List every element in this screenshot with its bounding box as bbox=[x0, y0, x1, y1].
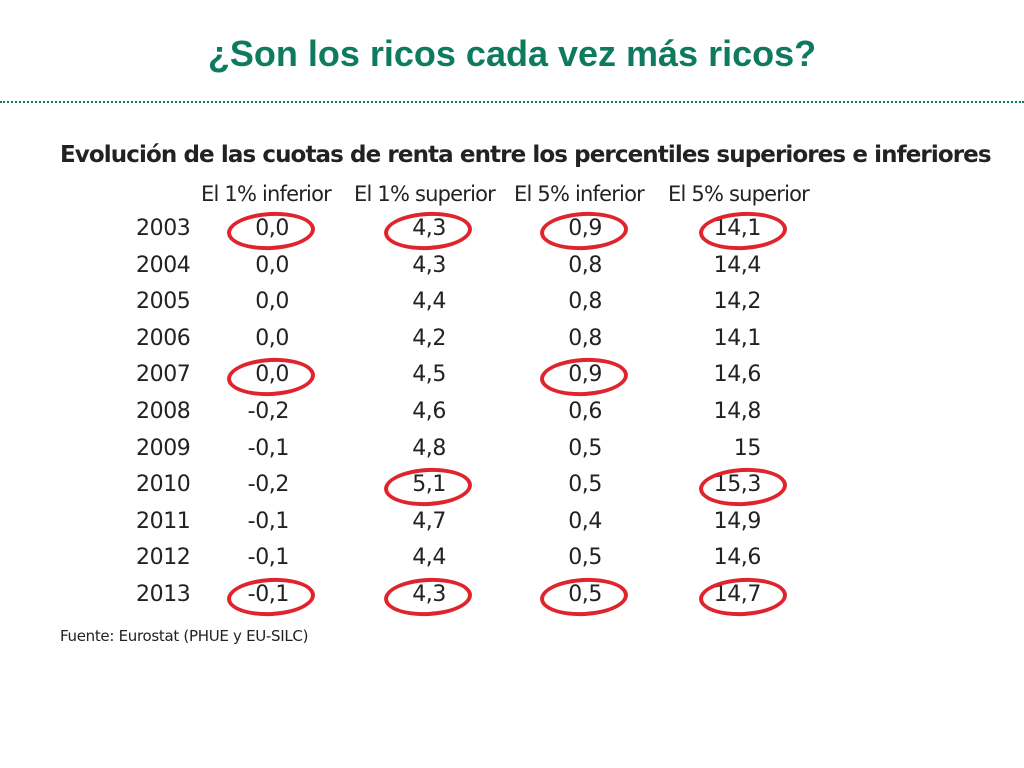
table-cell: 14,1 bbox=[713, 325, 762, 351]
table-cell: 0,6 bbox=[568, 399, 602, 424]
table-cell: 14,2 bbox=[713, 289, 762, 315]
title-divider bbox=[0, 101, 1024, 103]
highlight-circle bbox=[226, 575, 316, 619]
table-cell: 0,5 bbox=[568, 435, 602, 461]
table-cell: 4,5 bbox=[412, 362, 446, 388]
table-cell: 0,0 bbox=[255, 289, 289, 315]
table-cell: 14,9 bbox=[713, 508, 762, 534]
table-cell: 0,5 bbox=[568, 582, 602, 607]
table-cell: 0,0 bbox=[255, 362, 289, 388]
row-year: 2007 bbox=[136, 362, 191, 388]
table-cell: 14,6 bbox=[713, 545, 762, 571]
row-year: 2005 bbox=[136, 289, 191, 315]
row-year: 2012 bbox=[136, 545, 191, 571]
column-header: El 1% superior bbox=[354, 182, 496, 206]
table-cell: -0,1 bbox=[247, 545, 290, 571]
table-cell: 4,6 bbox=[412, 399, 446, 424]
highlight-circle bbox=[383, 575, 473, 619]
table-cell: 15 bbox=[733, 435, 762, 461]
table-cell: 4,3 bbox=[412, 582, 446, 607]
table-cell: 4,4 bbox=[412, 289, 446, 315]
row-year: 2013 bbox=[136, 582, 191, 607]
table-cell: 4,3 bbox=[412, 216, 446, 241]
column-header: El 5% superior bbox=[668, 182, 810, 206]
highlight-circle bbox=[383, 209, 473, 253]
highlight-circle bbox=[226, 209, 316, 253]
table-cell: 14,8 bbox=[713, 399, 762, 424]
table-cell: 0,5 bbox=[568, 545, 602, 571]
table-cell: -0,1 bbox=[247, 508, 290, 534]
row-year: 2006 bbox=[136, 325, 191, 351]
highlight-circle bbox=[698, 465, 788, 509]
highlight-circle bbox=[226, 356, 316, 399]
table-cell: 0,5 bbox=[568, 472, 602, 498]
table-cell: 14,6 bbox=[713, 362, 762, 388]
table-cell: -0,1 bbox=[247, 582, 290, 607]
table-cell: 0,8 bbox=[568, 289, 602, 315]
row-year: 2003 bbox=[136, 216, 191, 241]
table-cell: 0,8 bbox=[568, 325, 602, 351]
table-cell: 5,1 bbox=[412, 472, 446, 498]
highlight-circle bbox=[539, 575, 629, 619]
table-cell: 4,7 bbox=[412, 508, 446, 534]
page-title: ¿Son los ricos cada vez más ricos? bbox=[207, 33, 817, 74]
table-title: Evolución de las cuotas de renta entre l… bbox=[60, 142, 992, 168]
table-cell: 0,9 bbox=[568, 216, 602, 241]
column-header: El 1% inferior bbox=[201, 182, 332, 206]
row-year: 2008 bbox=[136, 399, 191, 424]
table-cell: 0,9 bbox=[568, 362, 602, 388]
table-cell: 14,1 bbox=[713, 216, 762, 241]
row-year: 2004 bbox=[136, 252, 191, 278]
highlight-circle bbox=[539, 209, 629, 253]
table-cell: 14,7 bbox=[713, 582, 762, 607]
table-cell: 14,4 bbox=[713, 252, 762, 278]
highlight-circle bbox=[383, 465, 473, 509]
table-cell: 4,8 bbox=[412, 435, 446, 461]
table-cell: 4,4 bbox=[412, 545, 446, 571]
table-cell: -0,2 bbox=[247, 472, 290, 498]
highlight-circle bbox=[698, 209, 788, 253]
table-cell: 15,3 bbox=[713, 472, 762, 498]
highlight-circle bbox=[698, 575, 788, 619]
row-year: 2010 bbox=[136, 472, 191, 498]
source-note: Fuente: Eurostat (PHUE y EU-SILC) bbox=[60, 627, 309, 645]
row-year: 2011 bbox=[136, 508, 191, 534]
table-cell: 4,3 bbox=[412, 252, 446, 278]
table-cell: 0,4 bbox=[568, 508, 602, 534]
highlight-circle bbox=[539, 356, 629, 399]
table-cell: -0,1 bbox=[247, 435, 290, 461]
table-cell: 0,0 bbox=[255, 216, 289, 241]
table-cell: -0,2 bbox=[247, 399, 290, 424]
table-cell: 0,0 bbox=[255, 252, 289, 278]
column-header: El 5% inferior bbox=[514, 182, 645, 206]
table-cell: 0,8 bbox=[568, 252, 602, 278]
table-cell: 0,0 bbox=[255, 325, 289, 351]
table-cell: 4,2 bbox=[412, 325, 446, 351]
row-year: 2009 bbox=[136, 435, 191, 461]
